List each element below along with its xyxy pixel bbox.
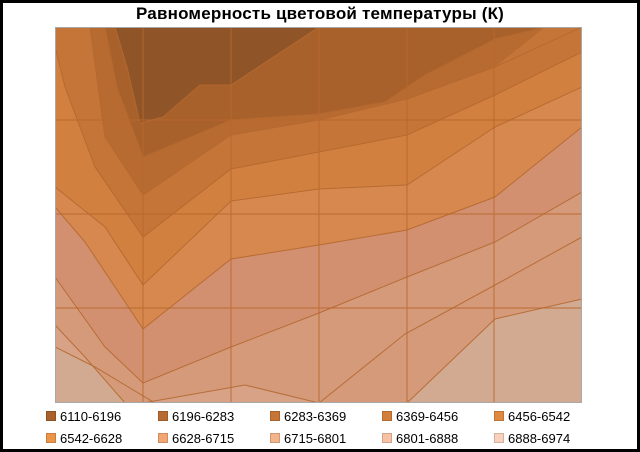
legend-item: 6369-6456 xyxy=(382,409,494,424)
contour-plot xyxy=(55,27,582,403)
legend-item: 6542-6628 xyxy=(46,431,158,446)
legend-swatch xyxy=(382,411,392,421)
legend-swatch xyxy=(46,411,56,421)
legend-label: 6456-6542 xyxy=(508,408,571,424)
legend-swatch xyxy=(46,433,56,443)
legend-label: 6888-6974 xyxy=(508,430,571,446)
plot-border xyxy=(55,27,582,403)
legend-item: 6110-6196 xyxy=(46,409,158,424)
legend-swatch xyxy=(270,433,280,443)
legend-item: 6715-6801 xyxy=(270,431,382,446)
legend-row: 6110-6196 6196-6283 6283-6369 6369-6456 … xyxy=(46,405,606,427)
grid-lines xyxy=(55,27,582,403)
legend: 6110-6196 6196-6283 6283-6369 6369-6456 … xyxy=(46,405,606,449)
legend-label: 6542-6628 xyxy=(60,430,123,446)
legend-swatch xyxy=(158,411,168,421)
legend-item: 6456-6542 xyxy=(494,409,606,424)
legend-label: 6715-6801 xyxy=(284,430,347,446)
legend-label: 6801-6888 xyxy=(396,430,459,446)
band-6110-6196 xyxy=(115,27,319,123)
legend-label: 6369-6456 xyxy=(396,408,459,424)
legend-label: 6283-6369 xyxy=(284,408,347,424)
legend-item: 6283-6369 xyxy=(270,409,382,424)
legend-label: 6196-6283 xyxy=(172,408,235,424)
legend-row: 6542-6628 6628-6715 6715-6801 6801-6888 … xyxy=(46,427,606,449)
legend-swatch xyxy=(494,433,504,443)
legend-swatch xyxy=(382,433,392,443)
legend-label: 6110-6196 xyxy=(60,408,122,424)
legend-swatch xyxy=(158,433,168,443)
legend-item: 6628-6715 xyxy=(158,431,270,446)
legend-item: 6801-6888 xyxy=(382,431,494,446)
plot-area xyxy=(55,27,582,403)
legend-item: 6196-6283 xyxy=(158,409,270,424)
legend-item: 6888-6974 xyxy=(494,431,606,446)
legend-label: 6628-6715 xyxy=(172,430,235,446)
legend-swatch xyxy=(270,411,280,421)
chart-title: Равномерность цветовой температуры (К) xyxy=(135,4,505,23)
legend-swatch xyxy=(494,411,504,421)
